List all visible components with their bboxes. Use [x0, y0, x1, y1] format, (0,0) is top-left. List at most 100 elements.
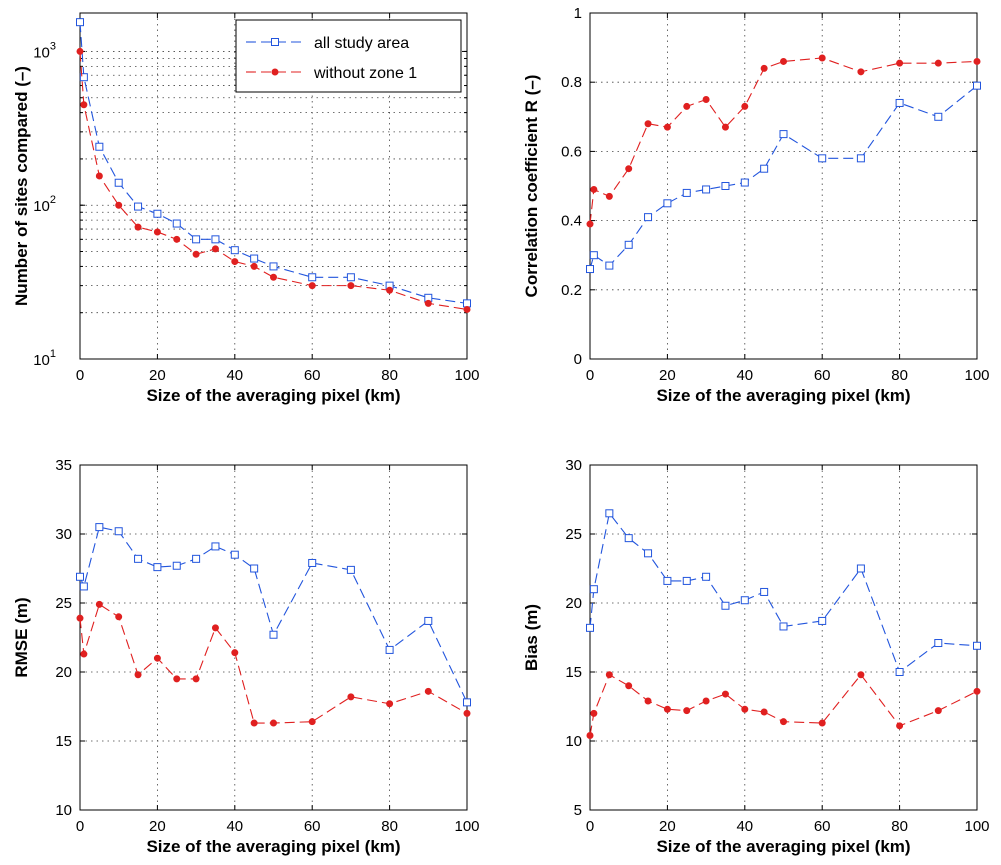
data-point-dot	[683, 102, 691, 110]
chart-panel-2: 0 20 40 60 80 100 0 0.2 0.4 0.6 0.8 1 Size of the av…	[522, 5, 990, 405]
legend-label: all study area	[314, 35, 409, 52]
x-tick-label: 80	[381, 367, 398, 384]
data-point-square	[779, 622, 788, 631]
data-point-dot	[76, 47, 84, 55]
y-tick-label: 15	[565, 664, 582, 681]
data-point-square	[818, 616, 827, 625]
data-point-dot	[683, 707, 691, 715]
y-axis-label: RMSE (m)	[12, 597, 31, 677]
data-point-dot	[586, 731, 594, 739]
x-tick-label: 60	[814, 818, 831, 835]
plot-frame	[79, 12, 468, 360]
data-point-dot	[818, 54, 826, 62]
y-tick-label: 35	[55, 457, 72, 474]
data-point-dot	[818, 719, 826, 727]
data-point-dot	[231, 649, 239, 657]
data-point-square	[79, 73, 88, 82]
data-point-square	[818, 154, 827, 163]
data-point-dot	[702, 96, 710, 103]
series-line-1	[79, 22, 468, 304]
data-point-square	[134, 202, 143, 211]
x-axis-label: Size of the averaging pixel (km)	[146, 386, 400, 405]
data-point-square	[721, 182, 730, 190]
x-tick-label: 0	[586, 818, 594, 835]
x-tick-label: 60	[304, 367, 321, 384]
x-tick-label: 20	[659, 818, 676, 835]
x-tick-label: 100	[964, 367, 989, 384]
data-point-square	[385, 645, 394, 654]
x-tick-label: 60	[304, 818, 321, 835]
x-tick-label: 40	[226, 367, 243, 384]
x-tick-label: 40	[226, 818, 243, 835]
data-point-square	[95, 142, 104, 151]
data-point-dot	[896, 722, 904, 730]
data-point-square	[211, 542, 220, 551]
x-tick-label: 0	[76, 818, 84, 835]
data-point-dot	[173, 235, 181, 243]
y-tick-label: 5	[574, 802, 582, 819]
data-point-square	[95, 523, 104, 532]
data-point-dot	[857, 68, 865, 76]
data-point-dot	[80, 101, 88, 109]
legend-box	[235, 19, 462, 93]
data-point-dot	[463, 305, 471, 313]
series-line-2	[589, 673, 978, 736]
data-point-square	[760, 164, 769, 173]
x-tick-label: 0	[586, 367, 594, 384]
y-tick-label-base: 10	[33, 352, 50, 369]
y-tick-label: 25	[565, 526, 582, 543]
y-tick-label: 20	[565, 595, 582, 612]
plot-frame	[589, 12, 978, 360]
series-line-1	[589, 85, 978, 270]
data-point-dot	[192, 675, 200, 683]
x-tick-label: 100	[964, 818, 989, 835]
data-point-square	[973, 81, 981, 90]
x-tick-label: 0	[76, 367, 84, 384]
x-tick-label: 100	[454, 818, 479, 835]
y-tick-label: 0.6	[561, 143, 582, 160]
data-point-square	[682, 576, 691, 585]
chart-panel-4: 0 20 40 60 80 100 5 10 15 20 25 30 Size of the avera…	[522, 457, 990, 856]
data-point-square	[250, 254, 259, 263]
data-point-dot	[590, 709, 598, 717]
data-point-dot	[741, 102, 749, 110]
x-tick-label: 80	[891, 818, 908, 835]
data-point-dot	[934, 59, 942, 67]
data-point-dot	[857, 671, 865, 679]
data-point-square	[346, 273, 355, 282]
data-point-square	[172, 561, 181, 570]
data-point-dot	[760, 64, 768, 72]
data-point-square	[79, 582, 88, 591]
data-point-dot	[934, 707, 942, 715]
x-tick-label: 80	[381, 818, 398, 835]
data-point-square	[308, 273, 317, 282]
data-point-square	[702, 185, 711, 194]
x-tick-label: 60	[814, 367, 831, 384]
data-point-dot	[605, 671, 613, 679]
plot-frame	[589, 464, 978, 811]
data-point-dot	[721, 123, 729, 131]
data-point-dot	[590, 185, 598, 193]
data-point-dot	[95, 600, 103, 608]
chart-panel-3: 0 20 40 60 80 100 10 15 20 25 30 35 Size of the aver…	[12, 457, 480, 856]
data-point-square	[586, 265, 594, 274]
data-point-dot	[386, 286, 394, 294]
data-point-dot	[741, 705, 749, 713]
y-tick-label: 103	[33, 40, 56, 61]
data-point-square	[114, 527, 123, 536]
data-point-square	[895, 668, 904, 676]
data-point-square	[269, 262, 278, 271]
data-point-square	[605, 509, 614, 518]
data-point-square	[589, 585, 598, 594]
data-point-dot	[250, 262, 258, 270]
data-point-dot	[173, 675, 181, 683]
y-tick-label-exponent: 1	[50, 348, 56, 360]
data-point-square	[702, 572, 711, 581]
data-point-dot	[780, 57, 787, 65]
data-point-square	[463, 299, 471, 308]
legend-marker	[271, 38, 279, 46]
data-point-dot	[270, 273, 277, 281]
data-point-square	[934, 112, 943, 121]
data-point-dot	[115, 613, 123, 621]
